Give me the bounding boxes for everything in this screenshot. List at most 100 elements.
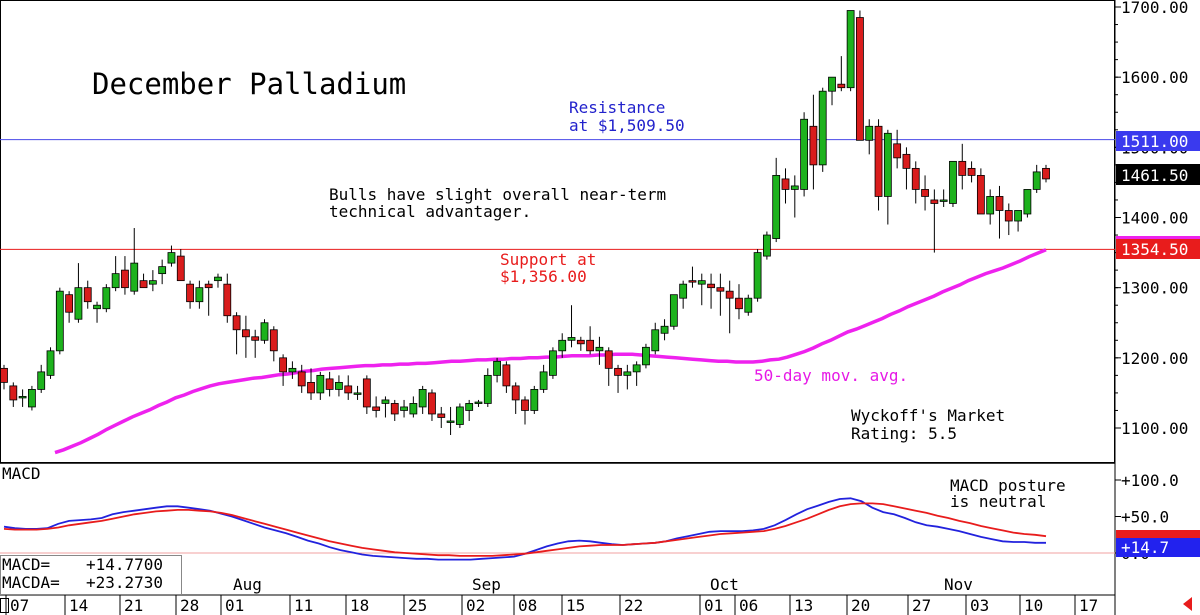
candle-body [800, 118, 809, 190]
candle-body [651, 329, 660, 352]
candle-body [83, 287, 92, 303]
candle [874, 119, 883, 211]
ma-label: 50-day mov. avg. [754, 366, 908, 385]
date-label: 15 [566, 596, 585, 615]
price-tick-label: 1100.00 [1121, 419, 1188, 438]
candle-body [753, 252, 762, 299]
candle [502, 361, 511, 393]
candle-body [362, 378, 371, 408]
price-tick-label: 1300.00 [1121, 279, 1188, 298]
candle-body [502, 364, 511, 387]
candle [688, 266, 697, 288]
date-label: 20 [851, 596, 870, 615]
candle [83, 280, 92, 309]
candle-body [204, 283, 213, 289]
candle-body [614, 367, 622, 376]
candle [511, 382, 520, 414]
date-label: 22 [624, 596, 643, 615]
candle-body [65, 294, 74, 313]
candle-body [483, 374, 492, 404]
candle [883, 129, 892, 225]
candle [474, 399, 483, 407]
scroll-left-arrow-icon[interactable] [1183, 597, 1192, 611]
candle [809, 94, 818, 190]
candle [1042, 164, 1050, 183]
candle [735, 284, 743, 320]
candle [483, 368, 492, 407]
candle [707, 273, 715, 309]
candle [307, 368, 315, 400]
macd-annotation: MACD posture is neutral [950, 476, 1066, 511]
candle-body [400, 406, 408, 411]
candle-body [679, 283, 688, 299]
candle [902, 147, 911, 190]
candle-body [176, 255, 185, 282]
candle-body [167, 252, 176, 264]
candle-body [604, 350, 613, 369]
candle [18, 389, 27, 407]
candle-body [409, 403, 418, 415]
candle [800, 112, 809, 197]
candle-body [288, 367, 297, 373]
candle [549, 347, 557, 379]
candle [93, 301, 101, 323]
candle-body [418, 389, 427, 408]
candle [186, 280, 194, 309]
price-tick-label: 1700.00 [1121, 0, 1188, 17]
candle [576, 336, 585, 351]
candle-body [1004, 210, 1013, 222]
resistance-flag: 1511.00 [1121, 132, 1188, 151]
candle-body [232, 315, 241, 331]
candle-body [195, 287, 204, 303]
candle-body [828, 76, 836, 92]
candle-body [939, 199, 948, 202]
candle [818, 87, 827, 172]
candle [158, 259, 167, 285]
candle [176, 249, 185, 282]
candle-body [558, 339, 567, 352]
candle-body [353, 392, 362, 395]
date-label: 01 [704, 596, 723, 615]
candle [362, 375, 371, 414]
candle-body [549, 350, 557, 376]
candle-body [539, 371, 548, 390]
candle [967, 161, 976, 183]
candle [939, 189, 948, 207]
candle [1014, 210, 1022, 232]
candle-body [790, 185, 799, 190]
date-label: 10 [1024, 596, 1043, 615]
candle [428, 389, 436, 421]
candle-body [186, 283, 194, 303]
candle-body [632, 364, 641, 373]
candle [865, 119, 874, 155]
candle [316, 371, 325, 400]
candle-body [772, 174, 781, 239]
candle-body [660, 325, 669, 334]
candle [762, 231, 771, 260]
candle-body [372, 406, 381, 411]
candle-body [976, 174, 985, 215]
support-flag: 1354.50 [1121, 240, 1188, 259]
candle [604, 347, 613, 386]
candle-body [967, 167, 976, 176]
candle [204, 280, 213, 316]
candle [856, 10, 864, 141]
candle-body [958, 160, 967, 176]
candle-body [279, 357, 288, 373]
candle [632, 361, 641, 386]
candle [260, 319, 269, 344]
macd-flag: +14.7 [1121, 538, 1169, 557]
candle-body [883, 132, 892, 197]
candle-body [241, 329, 250, 338]
candle-body [316, 374, 325, 394]
candle [9, 382, 18, 407]
candle [455, 403, 464, 428]
macda-readout-label: MACDA= [2, 573, 60, 592]
candle [846, 10, 855, 92]
candle [111, 256, 120, 292]
candle-body [55, 290, 64, 352]
candle-body [223, 283, 232, 317]
candle [288, 361, 297, 379]
candle-body [74, 287, 83, 320]
candle-body [986, 196, 995, 215]
